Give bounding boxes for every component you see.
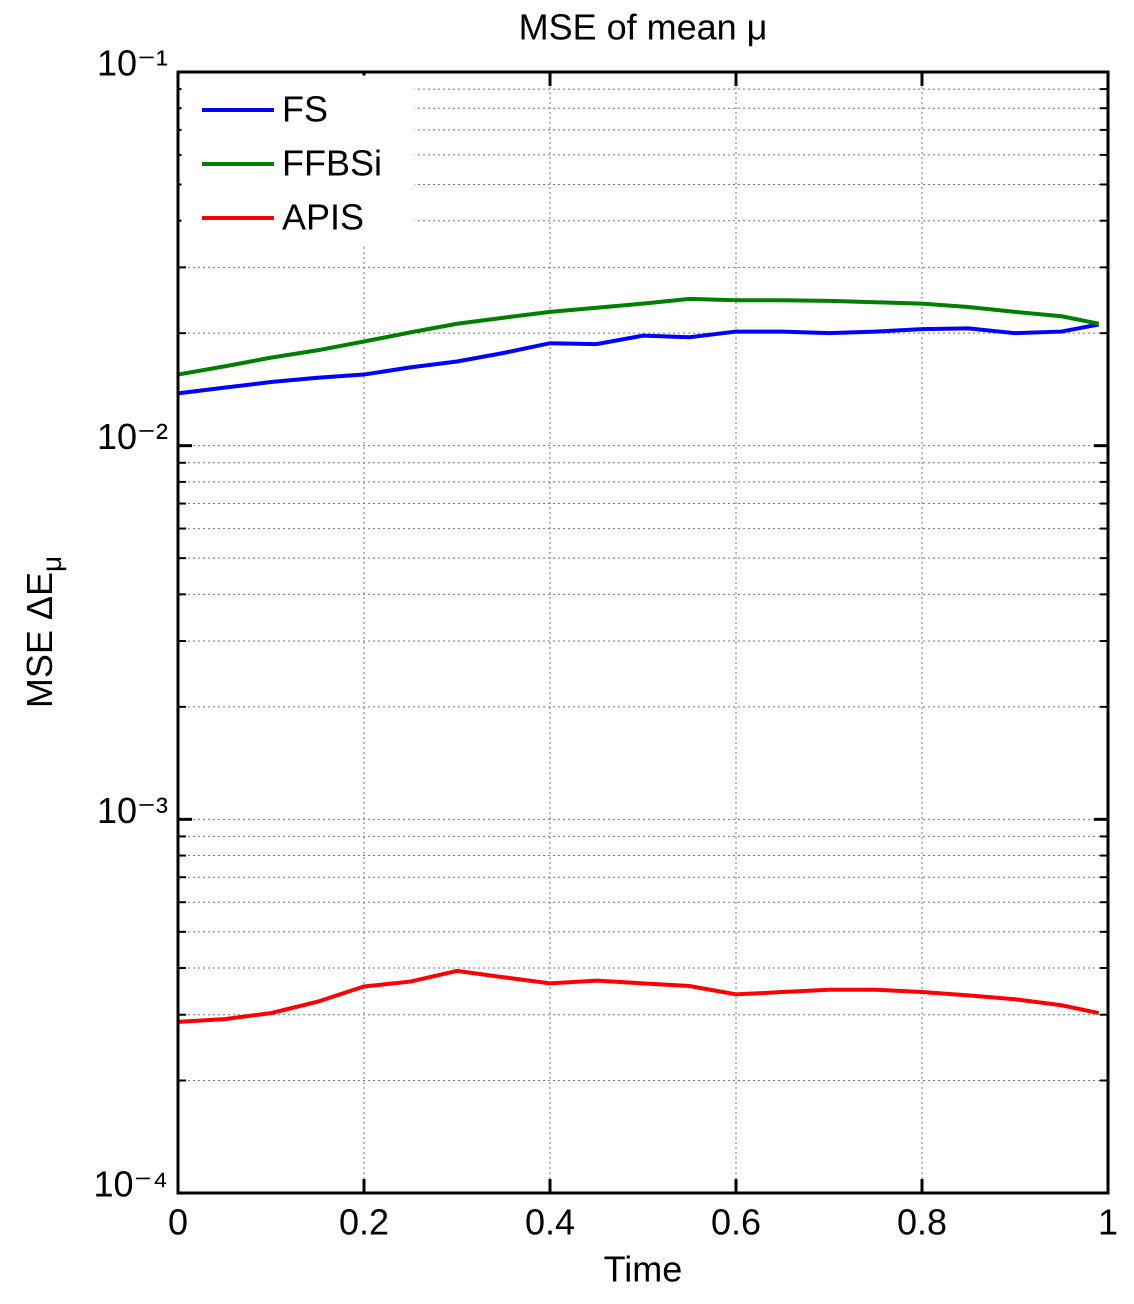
y-tick-label: 10⁻³ <box>97 790 168 831</box>
legend-label: APIS <box>282 197 364 238</box>
x-tick-label: 0 <box>168 1202 188 1243</box>
y-tick-label: 10⁻¹ <box>97 43 168 84</box>
y-axis-label-text: MSE ΔE <box>19 572 60 708</box>
chart-title: MSE of mean μ <box>519 7 768 48</box>
line-series <box>177 968 1100 1024</box>
x-tick-label: 0.2 <box>339 1202 389 1243</box>
legend-label: FFBSi <box>282 143 382 184</box>
y-axis-label: MSE ΔEμ <box>19 556 68 708</box>
y-tick-label: 10⁻² <box>97 416 168 457</box>
line-series <box>177 296 1100 377</box>
y-tick-label: 10⁻⁴ <box>93 1164 168 1205</box>
plot-frame <box>176 70 1110 1195</box>
x-tick-label: 0.4 <box>525 1202 575 1243</box>
legend-label: FS <box>282 89 328 130</box>
x-tick-label: 0.8 <box>897 1202 947 1243</box>
y-axis-label-subscript: μ <box>36 556 67 572</box>
x-tick-label: 1 <box>1098 1202 1118 1243</box>
line-series <box>177 322 1100 396</box>
x-axis-label: Time <box>604 1249 683 1290</box>
x-tick-label: 0.6 <box>711 1202 761 1243</box>
